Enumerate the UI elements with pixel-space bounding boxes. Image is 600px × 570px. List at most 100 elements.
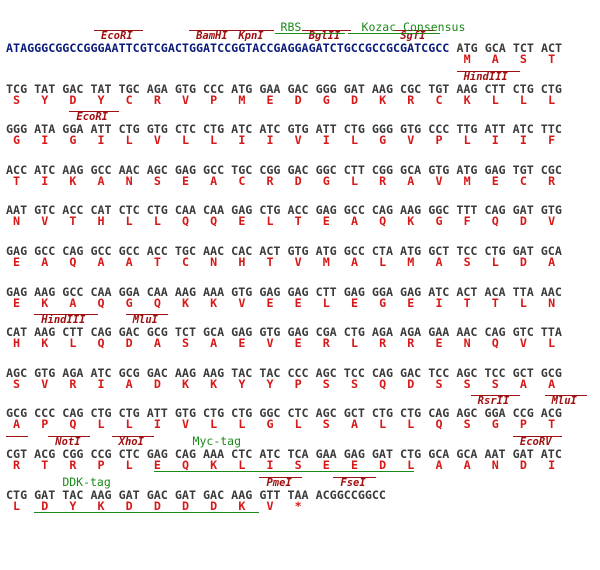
- amino-acid: C: [238, 173, 246, 188]
- amino-acid: A: [69, 295, 77, 310]
- amino-acid: E: [322, 458, 330, 472]
- amino-acid: G: [491, 417, 499, 432]
- coding-sequence: GAG AAG GCC CAA GGA CAA AAG AAA GTG GAG …: [6, 284, 562, 299]
- amino-acid: G: [322, 92, 330, 107]
- kozak-line: [348, 33, 440, 34]
- amino-acid: E: [266, 92, 274, 107]
- amino-acid: Q: [491, 336, 499, 351]
- amino-acid: E: [294, 295, 302, 310]
- amino-acid: K: [97, 498, 105, 513]
- site-overline: [34, 314, 98, 316]
- amino-acid: S: [463, 417, 471, 432]
- amino-acid: K: [69, 173, 77, 188]
- amino-acid: S: [294, 458, 302, 472]
- amino-acid: S: [153, 173, 161, 188]
- amino-acid: V: [182, 92, 190, 107]
- amino-acid: I: [548, 458, 556, 472]
- amino-acid: M: [463, 52, 471, 66]
- feature-label: Kozac Consensus: [361, 20, 466, 34]
- amino-acid: E: [238, 336, 246, 351]
- amino-acid: A: [548, 255, 556, 269]
- amino-acid: H: [238, 255, 246, 269]
- restriction-site: FseI: [340, 476, 366, 489]
- amino-acid: E: [13, 255, 21, 269]
- amino-acid: G: [125, 295, 133, 310]
- amino-acid: L: [379, 255, 387, 269]
- amino-acid: V: [294, 255, 302, 269]
- amino-acid: D: [153, 498, 161, 513]
- amino-acid: A: [125, 376, 133, 391]
- restriction-site: XhoI: [118, 436, 144, 448]
- site-overline: [48, 436, 91, 437]
- amino-acid: D: [182, 498, 190, 513]
- amino-acid: E: [238, 214, 246, 229]
- amino-acid: L: [294, 417, 302, 432]
- amino-acid: G: [379, 133, 387, 148]
- amino-acid: E: [182, 173, 190, 188]
- amino-acid: V: [519, 336, 527, 351]
- amino-acid: T: [153, 255, 161, 269]
- amino-acid: Q: [210, 214, 218, 229]
- amino-acid: A: [210, 173, 218, 188]
- feature-label: RBS: [280, 20, 302, 34]
- amino-acid: S: [13, 92, 21, 107]
- feature-label: DDK-tag: [62, 474, 111, 489]
- amino-acid: H: [13, 336, 21, 351]
- amino-acid: I: [41, 133, 49, 148]
- amino-acid: L: [125, 417, 133, 432]
- coding-sequence: GAG GCC CAG GCC GCC ACC TGC AAC CAC ACT …: [6, 244, 562, 258]
- amino-acid: K: [238, 498, 246, 513]
- amino-acid: S: [322, 417, 330, 432]
- amino-acid: C: [519, 173, 527, 188]
- amino-acid: K: [463, 92, 471, 107]
- amino-acid: A: [519, 376, 527, 391]
- amino-acid: N: [463, 336, 471, 351]
- amino-acid: K: [182, 376, 190, 391]
- amino-acid: D: [519, 458, 527, 472]
- amino-acid: I: [491, 133, 499, 148]
- amino-acid: R: [548, 173, 556, 188]
- amino-acid: N: [125, 173, 133, 188]
- amino-acid: F: [463, 214, 471, 229]
- amino-acid: C: [125, 92, 133, 107]
- amino-acid: P: [519, 417, 527, 432]
- amino-acid: R: [322, 336, 330, 351]
- amino-acid: V: [41, 376, 49, 391]
- amino-acid: Y: [41, 92, 49, 107]
- amino-acid: D: [153, 376, 161, 391]
- restriction-site: HindIII: [41, 314, 86, 327]
- amino-acid: Y: [238, 376, 246, 391]
- amino-acid: R: [69, 458, 77, 472]
- amino-acid: Y: [97, 92, 105, 107]
- amino-acid: Y: [266, 376, 274, 391]
- amino-acid: A: [548, 376, 556, 391]
- amino-acid: T: [548, 417, 556, 432]
- restriction-site: KpnI: [238, 30, 264, 42]
- amino-acid: T: [491, 295, 499, 310]
- amino-acid: M: [463, 173, 471, 188]
- amino-acid: Q: [182, 458, 190, 472]
- amino-acid: V: [407, 133, 415, 148]
- amino-acid: L: [238, 458, 246, 472]
- amino-acid: C: [182, 255, 190, 269]
- site-overline: [189, 30, 239, 31]
- amino-acid: G: [69, 133, 77, 148]
- amino-acid: L: [491, 255, 499, 269]
- amino-acid: L: [463, 133, 471, 148]
- amino-acid: T: [266, 255, 274, 269]
- site-overline: [125, 314, 168, 316]
- amino-acid: L: [350, 173, 358, 188]
- amino-acid: Q: [379, 376, 387, 391]
- site-overline: [259, 476, 302, 478]
- amino-acid: Q: [379, 214, 387, 229]
- amino-acid: G: [266, 417, 274, 432]
- restriction-site: MluI: [132, 314, 159, 327]
- amino-acid: C: [435, 92, 443, 107]
- site-overline: [456, 70, 520, 72]
- amino-acid: D: [125, 336, 133, 351]
- amino-acid: A: [463, 458, 471, 472]
- amino-acid: K: [182, 295, 190, 310]
- amino-acid: N: [548, 295, 556, 310]
- myc-underline: [153, 471, 415, 472]
